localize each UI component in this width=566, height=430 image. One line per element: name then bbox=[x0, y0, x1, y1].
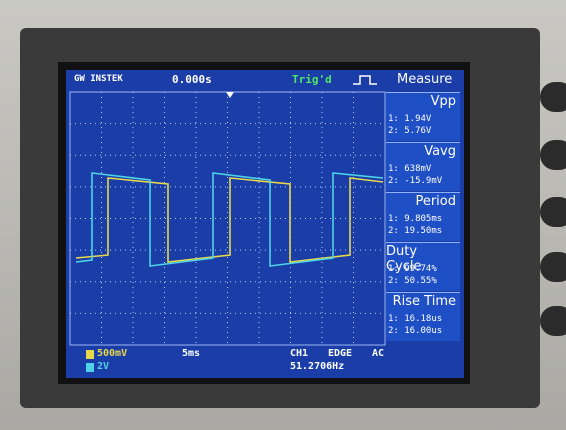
ch2-scale: 2V bbox=[97, 361, 109, 372]
measure-box: Rise Time 1: 16.18us 2: 16.00us bbox=[386, 292, 460, 341]
timebase: 5ms bbox=[182, 348, 200, 359]
ch1-value: 1: 638mV bbox=[388, 164, 431, 174]
measure-label: Vavg bbox=[424, 144, 456, 159]
graticule bbox=[0, 0, 566, 430]
measure-box: Period 1: 9.805ms 2: 19.50ms bbox=[386, 192, 460, 241]
frequency: 51.2706Hz bbox=[290, 361, 344, 372]
coupling: AC bbox=[372, 348, 384, 359]
ch2-value: 2: 5.76V bbox=[388, 126, 431, 136]
measure-label: Period bbox=[415, 194, 456, 209]
ch1-value: 1: 9.805ms bbox=[388, 214, 442, 224]
trigger-type: EDGE bbox=[328, 348, 352, 359]
oscilloscope-photo: GW INSTEK 0.000s Trig'd Measure Vpp1: 1.… bbox=[0, 0, 566, 430]
ch2-value: 2: 50.55% bbox=[388, 276, 437, 286]
ch2-value: 2: -15.9mV bbox=[388, 176, 442, 186]
ch1-value: 1: 99.74% bbox=[388, 264, 437, 274]
ch1-scale: 500mV bbox=[97, 348, 127, 359]
ch2-value: 2: 16.00us bbox=[388, 326, 442, 336]
measure-label: Rise Time bbox=[393, 294, 456, 309]
grid-lines bbox=[70, 92, 385, 345]
measure-box: Vavg 1: 638mV 2: -15.9mV bbox=[386, 142, 460, 191]
ch1-value: 1: 1.94V bbox=[388, 114, 431, 124]
ch2-value: 2: 19.50ms bbox=[388, 226, 442, 236]
trigger-source: CH1 bbox=[290, 348, 308, 359]
measure-label: Vpp bbox=[431, 94, 456, 109]
ch1-value: 1: 16.18us bbox=[388, 314, 442, 324]
ch2-icon bbox=[86, 363, 94, 372]
ch1-icon bbox=[86, 350, 94, 359]
ch1-trace bbox=[76, 178, 383, 262]
